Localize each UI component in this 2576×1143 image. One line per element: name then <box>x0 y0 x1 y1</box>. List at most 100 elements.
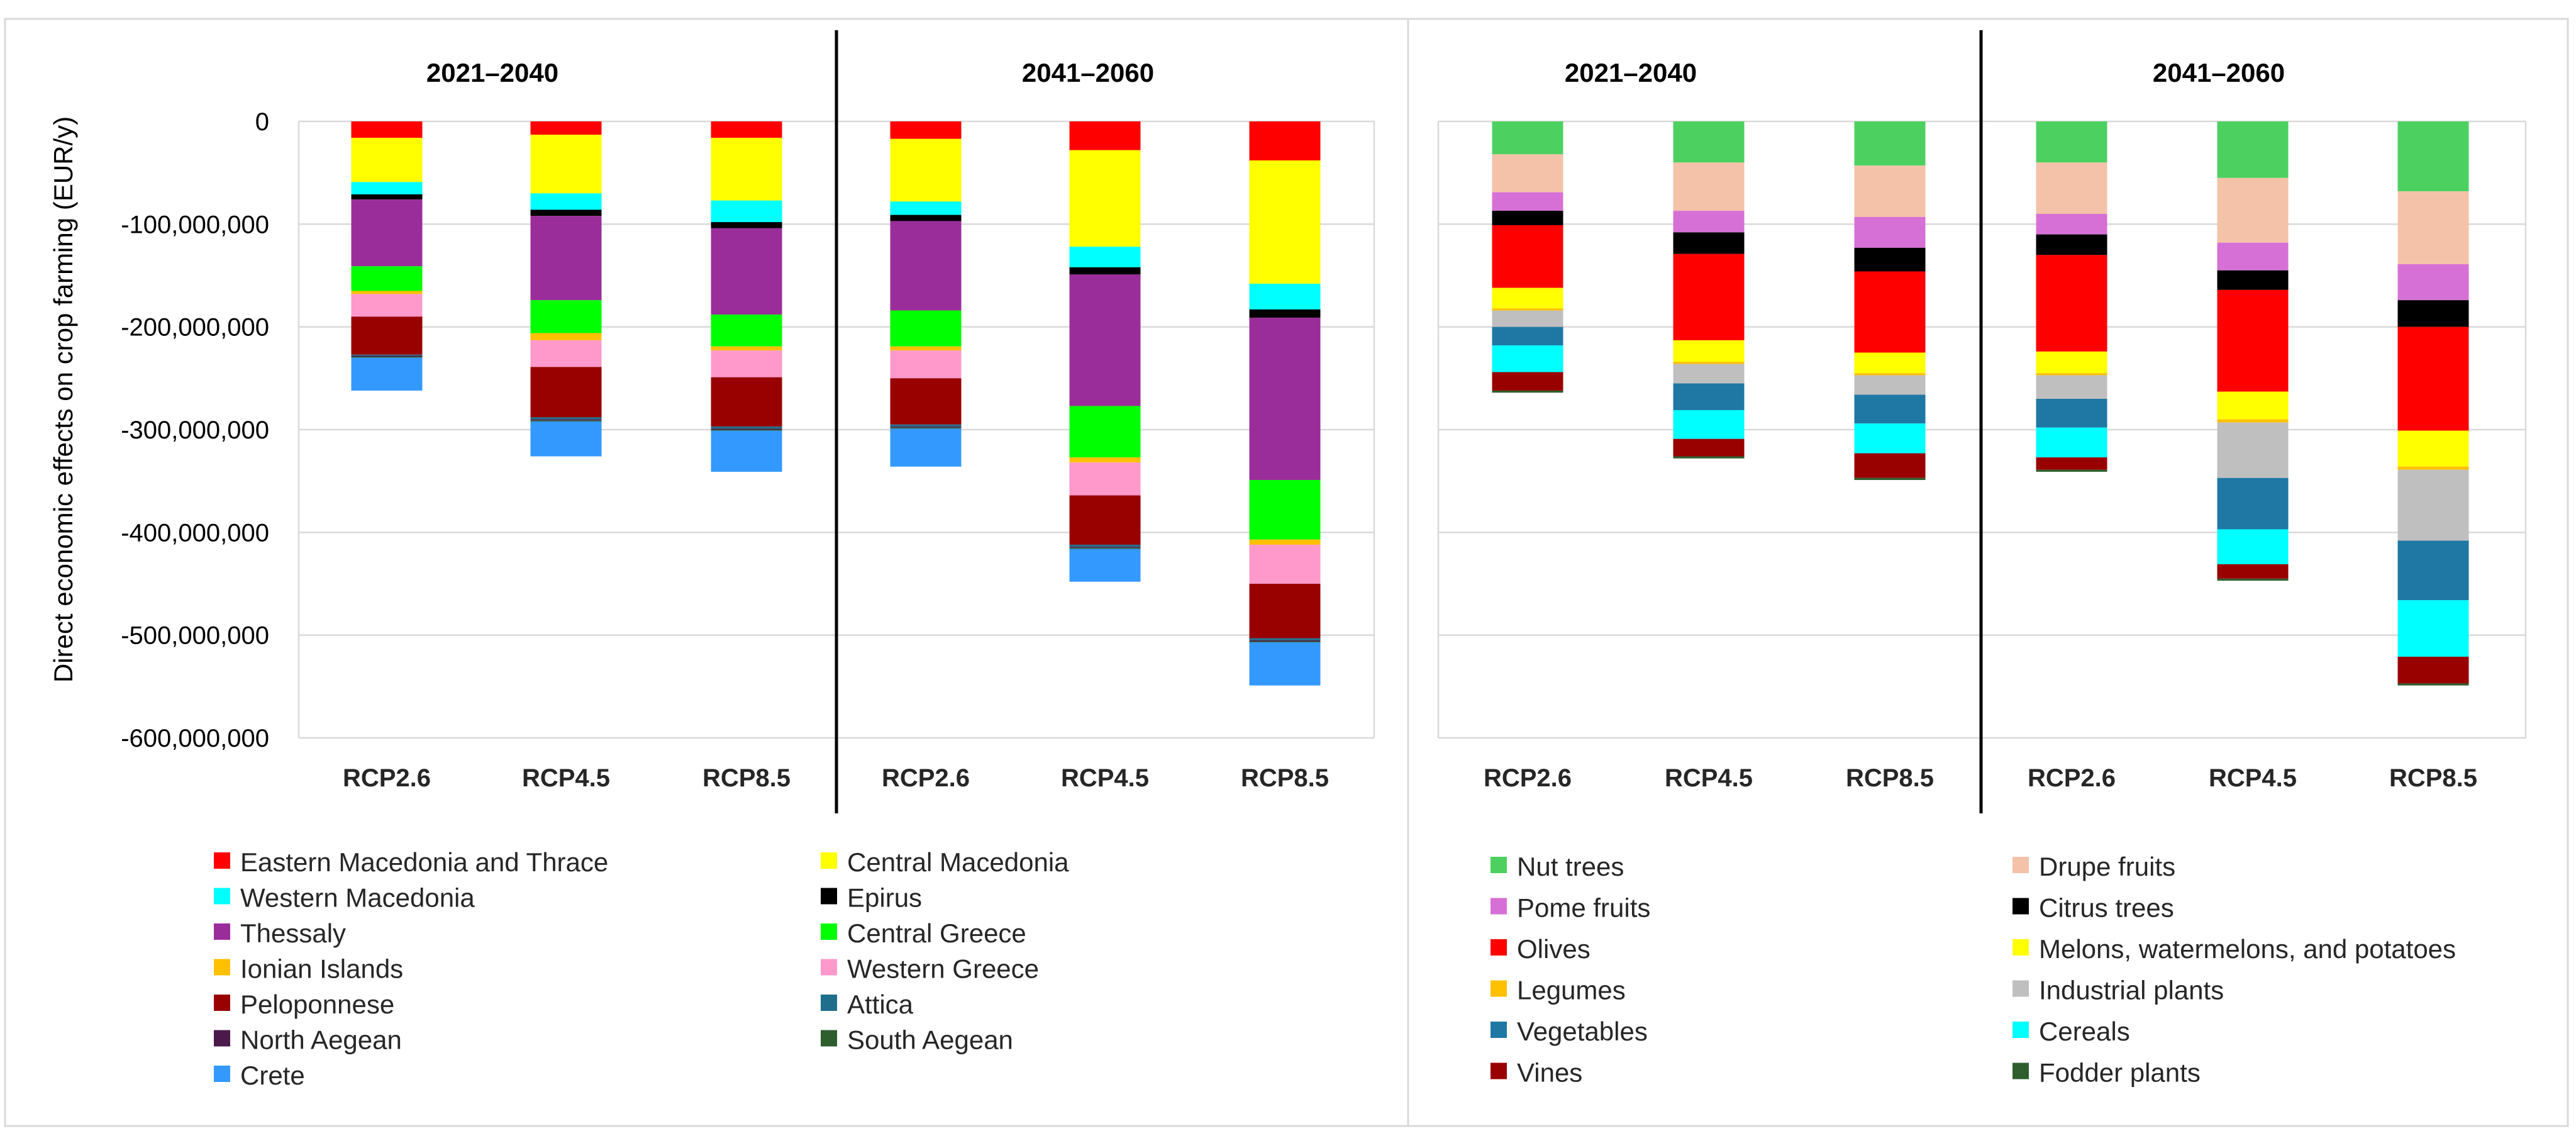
legend-swatch <box>214 995 230 1011</box>
bar-segment <box>2036 214 2107 235</box>
bar-segment <box>1069 547 1141 548</box>
bar-segment <box>530 421 602 457</box>
x-category-label: RCP8.5 <box>2389 764 2477 792</box>
bar-segment <box>2036 234 2107 255</box>
y-tick-label: -500,000,000 <box>121 622 269 650</box>
legend-label: Cereals <box>2039 1017 2130 1046</box>
bar-segment <box>2217 289 2289 392</box>
bar-segment <box>530 367 602 418</box>
bar-segment <box>1673 438 1745 457</box>
bar-segment <box>2036 121 2107 163</box>
bar-segment <box>1069 495 1141 545</box>
legend-label: Western Macedonia <box>240 883 475 913</box>
bar-segment <box>1069 121 1141 150</box>
bar-segment <box>890 201 962 215</box>
bar-segment <box>351 121 423 138</box>
bar-segment <box>711 427 782 429</box>
bar-segment <box>2036 255 2107 352</box>
bar-segment <box>1069 549 1141 582</box>
bar-segment <box>890 138 962 202</box>
legend-swatch <box>2012 1022 2029 1038</box>
bar-segment <box>351 194 423 200</box>
bar-segment <box>1069 462 1141 496</box>
legend-label: Epirus <box>847 883 922 913</box>
legend-swatch <box>1491 1062 1507 1079</box>
x-category-label: RCP4.5 <box>1061 764 1149 792</box>
bar-segment <box>2217 477 2289 530</box>
bar-segment <box>1069 547 1141 549</box>
bar-segment <box>2397 469 2469 541</box>
period-title: 2041–2060 <box>1022 58 1154 87</box>
bar-segment <box>2036 457 2107 470</box>
bar-segment <box>2036 162 2107 214</box>
bar-segment <box>1069 247 1141 267</box>
bar-segment <box>2036 399 2107 428</box>
bar-segment <box>1854 375 1926 395</box>
period-title: 2021–2040 <box>1565 58 1697 87</box>
bar-segment <box>890 310 962 347</box>
bar-segment <box>711 346 782 351</box>
legend-label: Pome fruits <box>1517 893 1650 923</box>
legend-label: Western Greece <box>847 954 1039 984</box>
bar-segment <box>530 333 602 340</box>
bar-segment <box>351 199 423 267</box>
bar-segment <box>1492 154 1563 192</box>
bar-segment <box>2217 529 2289 564</box>
bar-segment <box>530 216 602 301</box>
bar-segment <box>1673 364 1745 384</box>
bar-segment <box>711 315 782 347</box>
bar-segment <box>1492 211 1563 225</box>
legend-swatch <box>821 959 837 976</box>
bar-segment <box>1492 287 1563 309</box>
bar-segment <box>1673 362 1745 364</box>
bar-segment <box>2397 683 2469 686</box>
legend-label: Nut trees <box>1517 852 1624 881</box>
bar-segment <box>351 138 423 182</box>
bar-segment <box>1249 480 1321 540</box>
legend-swatch <box>821 995 837 1011</box>
bar-segment <box>890 121 962 139</box>
bar-segment <box>2036 469 2107 472</box>
bar-segment <box>890 428 962 467</box>
bar-segment <box>2397 191 2469 265</box>
bar-segment <box>351 291 423 294</box>
bar-segment <box>711 228 782 315</box>
bar-segment <box>2397 466 2469 470</box>
bar-segment <box>1673 121 1745 163</box>
y-tick-label: -100,000,000 <box>121 211 269 238</box>
y-tick-label: 0 <box>255 108 269 136</box>
period-title: 2021–2040 <box>426 58 558 87</box>
bar-segment <box>351 316 423 355</box>
bar-segment <box>1249 160 1321 284</box>
bar-segment <box>530 420 602 421</box>
bar-segment <box>2217 270 2289 290</box>
legend-label: Thessaly <box>240 918 346 948</box>
bar-segment <box>2036 375 2107 399</box>
legend-label: Fodder plants <box>2039 1058 2201 1088</box>
bar-segment <box>530 340 602 367</box>
legend-swatch <box>821 888 837 905</box>
bar-segment <box>351 357 423 358</box>
bar-segment <box>1673 254 1745 340</box>
x-category-label: RCP4.5 <box>2209 764 2297 792</box>
x-category-label: RCP2.6 <box>2028 764 2116 792</box>
bar-segment <box>351 355 423 357</box>
y-tick-label: -600,000,000 <box>121 725 269 752</box>
bar-segment <box>711 377 782 427</box>
bar-segment <box>351 354 423 356</box>
bar-segment <box>2217 419 2289 423</box>
bar-segment <box>890 221 962 311</box>
bar-segment <box>1069 457 1141 463</box>
period-title: 2041–2060 <box>2153 58 2285 87</box>
bar-segment <box>351 182 423 194</box>
bar-segment <box>1673 211 1745 233</box>
bar-segment <box>1492 192 1563 211</box>
bar-segment <box>1249 642 1321 686</box>
bar-segment <box>1069 150 1141 247</box>
bar-segment <box>1249 584 1321 638</box>
x-category-label: RCP8.5 <box>702 764 791 792</box>
bar-segment <box>1854 423 1926 454</box>
x-category-label: RCP2.6 <box>882 764 970 792</box>
legend-label: Olives <box>1517 934 1591 964</box>
legend-swatch <box>214 852 230 869</box>
